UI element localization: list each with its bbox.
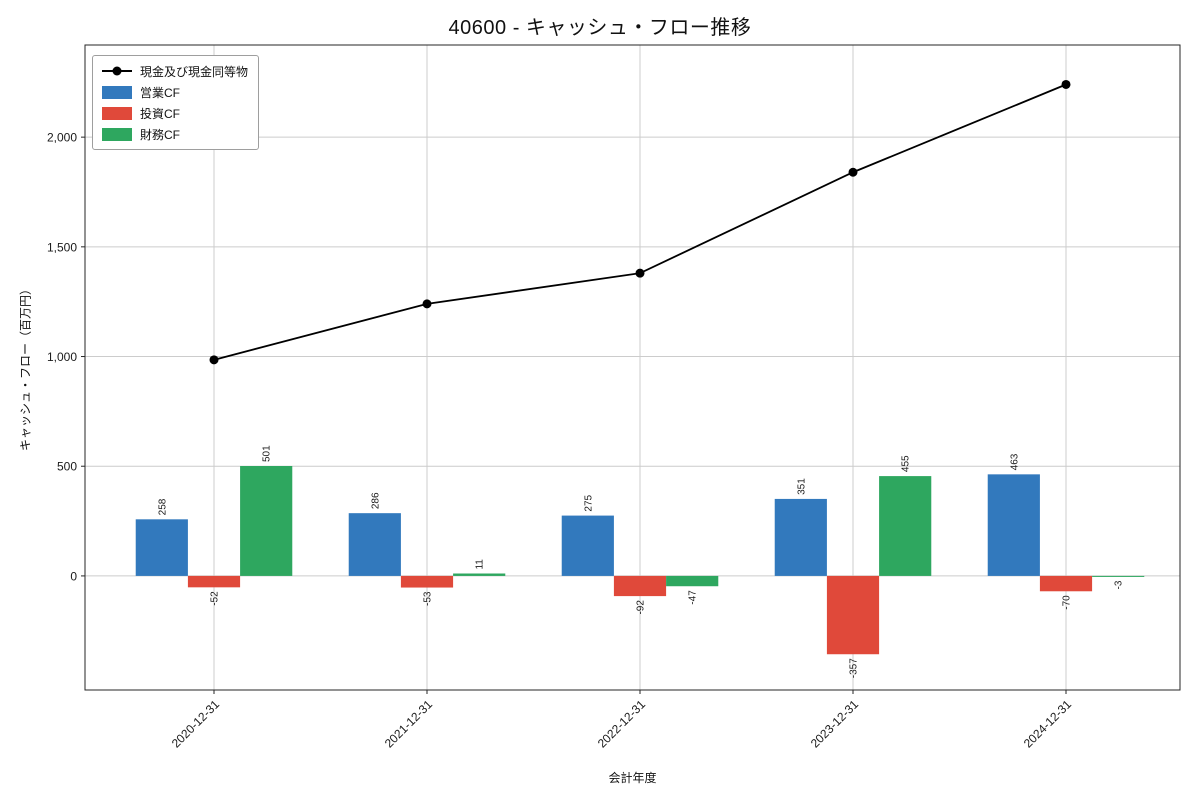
bar-value-label: 463 [1009, 453, 1020, 470]
bar-operating-cf [135, 519, 188, 576]
operating-cf-swatch-icon [102, 85, 132, 99]
bar-financing-cf [240, 466, 293, 576]
bar-investing-cf [1039, 575, 1093, 592]
bar-value-label: -53 [423, 591, 434, 606]
bar-value-label: -47 [688, 590, 699, 605]
legend-item-investing-cf: 投資CF [102, 105, 248, 121]
legend-item-operating-cf: 営業CF [102, 84, 248, 100]
bar-value-label: 11 [475, 559, 486, 570]
chart-title: 40600 - キャッシュ・フロー推移 [448, 17, 752, 39]
legend-label: 投資CF [140, 106, 180, 121]
bar-value-label: 351 [796, 478, 807, 495]
x-tick-label: 2024-12-31 [1021, 697, 1075, 751]
y-tick-label: 1,000 [47, 350, 77, 364]
legend-item-cash-equivalents: 現金及び現金同等物 [102, 63, 248, 79]
bar-investing-cf [187, 575, 241, 588]
bar-investing-cf [826, 575, 880, 655]
bar-value-label: 455 [901, 455, 912, 472]
legend-label: 現金及び現金同等物 [140, 64, 249, 79]
bar-value-label: 275 [583, 494, 594, 511]
bar-value-label: -357 [849, 658, 860, 678]
bar-value-label: -52 [210, 591, 221, 606]
legend: 現金及び現金同等物 営業CF 投資CF 財務CF [92, 55, 260, 150]
bar-value-label: -3 [1114, 580, 1125, 589]
y-axis-label: キャッシュ・フロー（百万円） [18, 282, 33, 452]
x-tick-label: 2023-12-31 [808, 697, 862, 751]
bar-value-label: 258 [157, 498, 168, 515]
cash-balance-marker [422, 299, 432, 309]
x-tick-label: 2022-12-31 [595, 697, 649, 751]
x-axis-label: 会計年度 [608, 771, 657, 785]
bar-financing-cf [453, 573, 506, 576]
financing-cf-swatch-icon [102, 127, 132, 141]
y-tick-label: 0 [70, 569, 77, 583]
bar-operating-cf [348, 513, 401, 576]
legend-item-financing-cf: 財務CF [102, 126, 248, 142]
cash-balance-marker [635, 268, 645, 278]
bar-financing-cf [879, 476, 932, 576]
y-tick-label: 500 [57, 460, 77, 474]
y-tick-label: 1,500 [47, 240, 77, 254]
cash-balance-marker [209, 355, 219, 365]
bar-financing-cf [1092, 575, 1145, 577]
cash-balance-marker [1061, 79, 1071, 89]
bar-investing-cf [400, 575, 454, 588]
plot-border [84, 44, 1181, 691]
bar-value-label: -92 [636, 600, 647, 615]
bar-financing-cf [666, 575, 719, 587]
dot-marker-icon [112, 66, 122, 76]
legend-label: 営業CF [140, 85, 180, 100]
bar-value-label: 286 [370, 492, 381, 509]
x-tick-label: 2021-12-31 [382, 697, 436, 751]
bar-value-label: 501 [262, 445, 273, 462]
y-tick-label: 2,000 [47, 131, 77, 145]
bar-operating-cf [774, 498, 827, 576]
legend-label: 財務CF [140, 127, 180, 142]
bar-operating-cf [561, 515, 614, 576]
bar-investing-cf [613, 575, 667, 597]
cash-balance-marker [848, 167, 858, 177]
investing-cf-swatch-icon [102, 106, 132, 120]
bar-value-label: -70 [1062, 595, 1073, 610]
line-marker-icon [102, 66, 132, 76]
x-tick-label: 2020-12-31 [169, 697, 223, 751]
bar-operating-cf [987, 474, 1040, 576]
